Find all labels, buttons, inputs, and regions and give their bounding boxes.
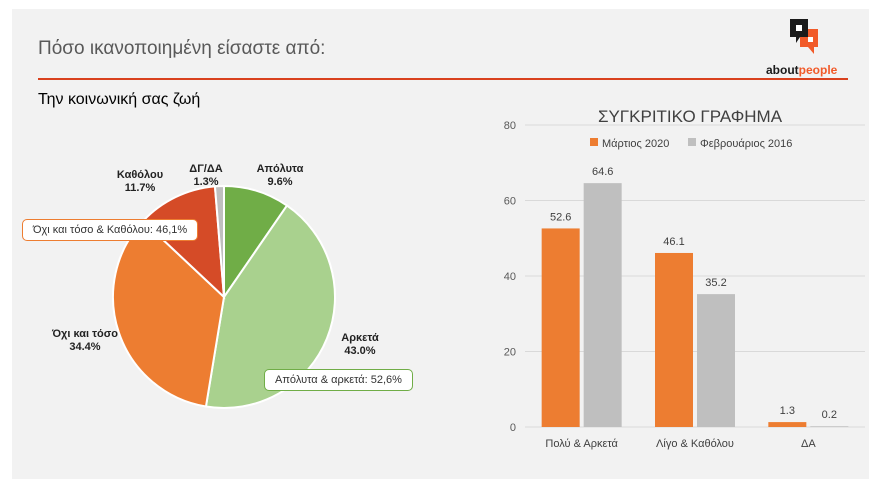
pie-chart — [112, 184, 336, 409]
y-tick-label: 60 — [504, 196, 516, 208]
y-tick-label: 40 — [504, 271, 516, 283]
pie-slice-1 — [204, 204, 336, 409]
x-tick-label: Λίγο & Καθόλου — [656, 438, 734, 450]
bar — [655, 252, 693, 427]
pie-label-arketa: Αρκετά 43.0% — [341, 332, 379, 357]
bar-value-label: 52.6 — [550, 211, 571, 223]
y-tick-label: 20 — [504, 347, 516, 359]
bar — [697, 294, 735, 427]
bar — [541, 228, 580, 427]
legend-swatch — [688, 138, 696, 146]
bar-chart: ΣΥΓΚΡΙΤΙΚΟ ΓΡΑΦΗΜΑ 0 20 40 60 80 Μάρτιος 2020 Φ… — [504, 107, 865, 450]
title-divider — [38, 78, 848, 80]
legend-label: Φεβρουάριος 2016 — [700, 138, 792, 150]
bar — [810, 426, 849, 427]
x-tick-label: Πολύ & Αρκετά — [545, 438, 618, 450]
pie-slice-4 — [213, 184, 225, 298]
legend-swatch — [590, 138, 598, 146]
logo-text: aboutpeople — [766, 63, 838, 77]
callout-negative: Όχι και τόσο & Καθόλου: 46,1% — [22, 219, 199, 241]
logo-icon — [790, 19, 818, 54]
pie-label-oxi: Όχι και τόσο 34.4% — [51, 328, 119, 353]
bar-chart-title: ΣΥΓΚΡΙΤΙΚΟ ΓΡΑΦΗΜΑ — [598, 107, 783, 126]
subtitle: Την κοινωνική σας ζωή — [38, 91, 201, 108]
pie-slice-2 — [112, 219, 226, 408]
pie-label-katholou: Καθόλου 11.7% — [116, 169, 164, 194]
bar-value-label: 46.1 — [663, 236, 684, 248]
bar — [768, 422, 807, 427]
pie-label-dgda: ΔΓ/ΔΑ 1.3% — [189, 163, 223, 188]
bar-value-label: 1.3 — [780, 405, 795, 417]
callout-positive: Απόλυτα & αρκετά: 52,6% — [264, 369, 413, 391]
pie-label-apolyta: Απόλυτα 9.6% — [256, 163, 304, 188]
bar-value-label: 0.2 — [822, 409, 837, 421]
bar — [583, 183, 622, 427]
page-title: Πόσο ικανοποιημένη είσαστε από: — [38, 38, 326, 59]
bar-value-label: 35.2 — [705, 277, 726, 289]
x-tick-label: ΔΑ — [801, 438, 816, 450]
y-tick-label: 0 — [510, 422, 516, 434]
y-tick-label: 80 — [504, 120, 516, 132]
bar-value-label: 64.6 — [592, 166, 613, 178]
legend-label: Μάρτιος 2020 — [602, 138, 669, 150]
